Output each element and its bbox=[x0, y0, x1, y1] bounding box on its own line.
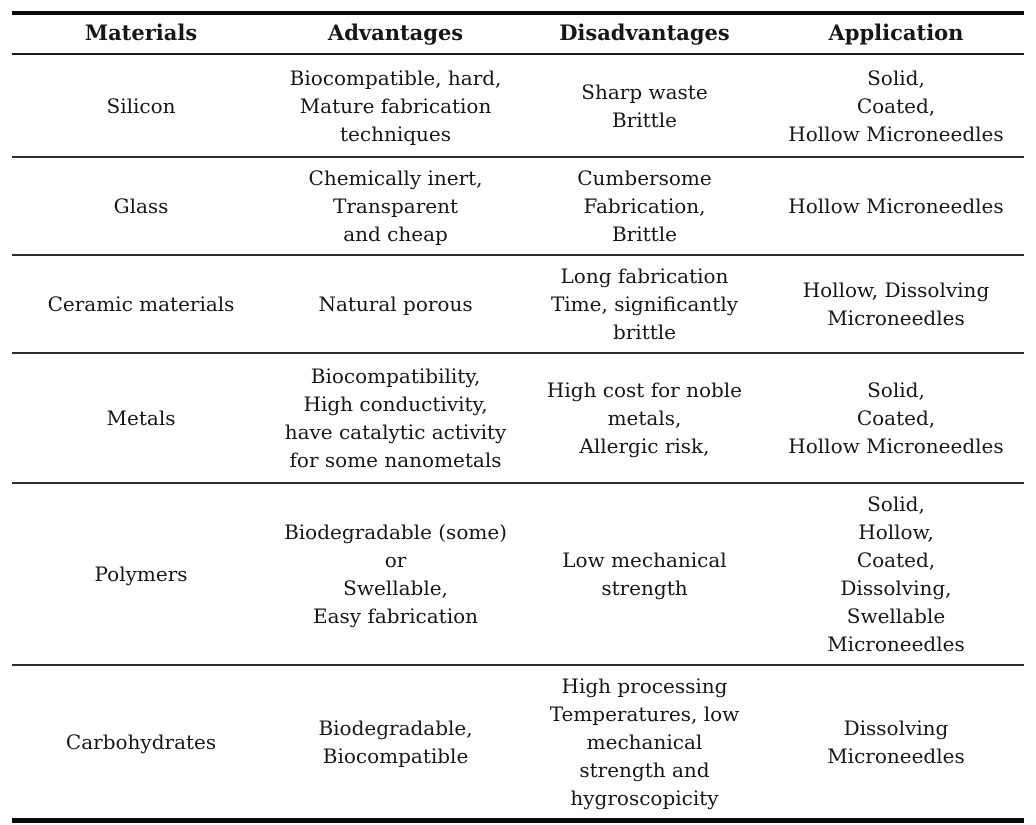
cell-material: Carbohydrates bbox=[65, 730, 217, 754]
cell-disadvantages: High processing Temperatures, low mechan… bbox=[549, 674, 740, 810]
cell-application: Solid, Coated, Hollow Microneedles bbox=[788, 378, 1004, 458]
table-row-ceramic-materials: Ceramic materials Natural porous Long fa… bbox=[12, 255, 1024, 353]
column-header-application: Application bbox=[767, 13, 1024, 55]
table-row-silicon: Silicon Biocompatible, hard, Mature fabr… bbox=[12, 54, 1024, 157]
cell-material: Metals bbox=[106, 406, 176, 430]
column-header-advantages: Advantages bbox=[270, 13, 522, 55]
cell-application: Hollow, Dissolving Microneedles bbox=[802, 278, 990, 330]
table-row-carbohydrates: Carbohydrates Biodegradable, Biocompatib… bbox=[12, 665, 1024, 821]
cell-material: Ceramic materials bbox=[47, 292, 235, 316]
table-header-row: Materials Advantages Disadvantages Appli… bbox=[12, 13, 1024, 55]
cell-disadvantages: Sharp waste Brittle bbox=[581, 79, 708, 132]
cell-disadvantages: Cumbersome Fabrication, Brittle bbox=[577, 166, 712, 246]
cell-application: Solid, Coated, Hollow Microneedles bbox=[788, 65, 1004, 146]
cell-application: Dissolving Microneedles bbox=[827, 716, 965, 768]
cell-application: Hollow Microneedles bbox=[788, 194, 1004, 218]
cell-advantages: Natural porous bbox=[318, 292, 473, 316]
cell-advantages: Biocompatibility, High conductivity, hav… bbox=[284, 364, 507, 472]
cell-advantages: Biocompatible, hard, Mature fabrication … bbox=[289, 65, 502, 146]
cell-material: Silicon bbox=[106, 93, 176, 118]
cell-material: Polymers bbox=[94, 562, 188, 586]
cell-disadvantages: High cost for noble metals, Allergic ris… bbox=[546, 378, 743, 458]
cell-advantages: Biodegradable, Biocompatible bbox=[318, 716, 473, 768]
table-row-glass: Glass Chemically inert, Transparent and … bbox=[12, 157, 1024, 255]
cell-advantages: Chemically inert, Transparent and cheap bbox=[308, 166, 483, 246]
table-row-metals: Metals Biocompatibility, High conductivi… bbox=[12, 353, 1024, 483]
table-row-polymers: Polymers Biodegradable (some) or Swellab… bbox=[12, 483, 1024, 665]
cell-material: Glass bbox=[113, 194, 169, 218]
cell-advantages: Biodegradable (some) or Swellable, Easy … bbox=[284, 520, 507, 628]
cell-disadvantages: Long fabrication Time, significantly bri… bbox=[550, 264, 739, 344]
microneedle-materials-table: Materials Advantages Disadvantages Appli… bbox=[12, 11, 1024, 823]
cell-application: Solid, Hollow, Coated, Dissolving, Swell… bbox=[827, 492, 965, 656]
cell-disadvantages: Low mechanical strength bbox=[562, 548, 727, 600]
column-header-materials: Materials bbox=[12, 13, 271, 55]
column-header-disadvantages: Disadvantages bbox=[521, 13, 768, 55]
